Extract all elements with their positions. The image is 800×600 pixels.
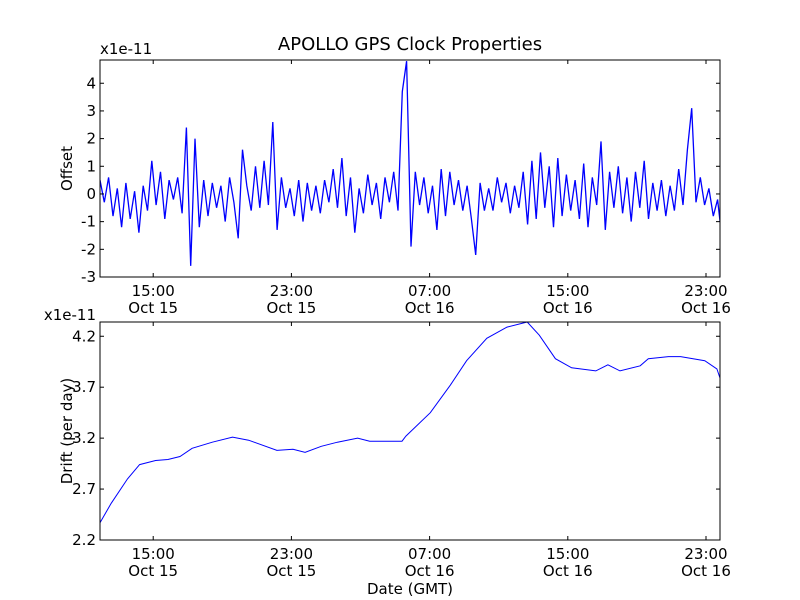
x-tick-label-date: Oct 15 (267, 299, 317, 317)
y-axis-label: Offset (58, 146, 76, 191)
x-tick-label-time: 15:00 (132, 545, 175, 563)
y-tick-label: -2 (81, 240, 96, 258)
y-tick-label: 0 (86, 185, 96, 203)
y-offset-text: x1e-11 (44, 306, 96, 324)
x-tick-label-date: Oct 16 (681, 299, 731, 317)
series-line-offset (100, 61, 720, 266)
series-line-drift (100, 322, 720, 523)
x-tick-label-time: 23:00 (684, 282, 727, 300)
x-axis-label: Date (GMT) (367, 580, 453, 598)
x-tick-label-date: Oct 16 (405, 299, 455, 317)
x-tick-label-date: Oct 16 (681, 562, 731, 580)
x-tick-label-time: 23:00 (270, 545, 313, 563)
x-tick-label-time: 07:00 (408, 282, 451, 300)
y-tick-label: 1 (86, 157, 96, 175)
x-tick-label-date: Oct 16 (543, 562, 593, 580)
x-tick-label-date: Oct 16 (405, 562, 455, 580)
chart-title: APOLLO GPS Clock Properties (278, 34, 542, 55)
y-tick-label: 4.2 (72, 327, 96, 345)
y-tick-label: 3 (86, 102, 96, 120)
y-tick-label: 2 (86, 130, 96, 148)
axes-frame (99, 321, 721, 541)
x-tick-label-time: 07:00 (408, 545, 451, 563)
y-tick-label: 3.7 (72, 378, 96, 396)
x-tick-label-time: 15:00 (546, 282, 589, 300)
y-tick-label: -3 (81, 268, 96, 286)
axes-frame (99, 59, 721, 278)
y-tick-label: -1 (81, 213, 96, 231)
y-tick-label: 3.2 (72, 429, 96, 447)
y-axis-label: Drift (per day) (58, 378, 76, 485)
y-tick-label: 2.7 (72, 480, 96, 498)
y-offset-text: x1e-11 (100, 40, 152, 58)
x-tick-label-date: Oct 15 (128, 562, 178, 580)
x-tick-label-time: 15:00 (132, 282, 175, 300)
x-tick-label-time: 23:00 (270, 282, 313, 300)
y-tick-label: 2.2 (72, 531, 96, 549)
x-tick-label-time: 23:00 (684, 545, 727, 563)
x-tick-label-date: Oct 16 (543, 299, 593, 317)
x-tick-label-time: 15:00 (546, 545, 589, 563)
x-tick-label-date: Oct 15 (267, 562, 317, 580)
y-tick-label: 4 (86, 74, 96, 92)
x-tick-label-date: Oct 15 (128, 299, 178, 317)
